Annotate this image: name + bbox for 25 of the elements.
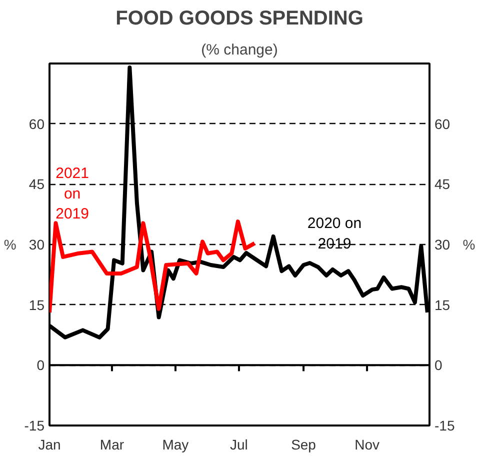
y2-tick-label: 45 xyxy=(434,176,450,192)
y2-tick-label: 0 xyxy=(434,357,442,374)
x-tick-label: Sep xyxy=(291,436,316,452)
y2-tick-label: 60 xyxy=(434,116,450,132)
chart-subtitle: (% change) xyxy=(201,42,278,58)
x-tick-label: Jan xyxy=(38,436,61,452)
chart-title: FOOD GOODS SPENDING xyxy=(116,8,364,30)
y-tick-label: 0 xyxy=(36,357,45,374)
x-tick-label: Nov xyxy=(354,436,380,452)
x-tick-label: May xyxy=(162,436,189,452)
y2-tick-label: 15 xyxy=(434,296,450,313)
y2-tick-label: -15 xyxy=(434,418,455,434)
series-label: 2020 on 2019 xyxy=(307,214,362,252)
y-tick-label: 30 xyxy=(28,236,45,252)
x-tick-label: Jul xyxy=(230,436,248,452)
series-label: 2021 on 2019 xyxy=(56,164,89,223)
y-tick-label: -15 xyxy=(24,418,45,434)
line-series xyxy=(50,220,257,314)
y2-axis-title: % xyxy=(462,236,476,252)
y-tick-label: 60 xyxy=(28,116,45,132)
y2-tick-label: 30 xyxy=(434,236,450,252)
y-tick-label: 15 xyxy=(28,296,45,313)
y-axis-title: % xyxy=(4,236,16,252)
x-tick-label: Mar xyxy=(100,436,124,452)
y-tick-label: 45 xyxy=(28,176,45,192)
